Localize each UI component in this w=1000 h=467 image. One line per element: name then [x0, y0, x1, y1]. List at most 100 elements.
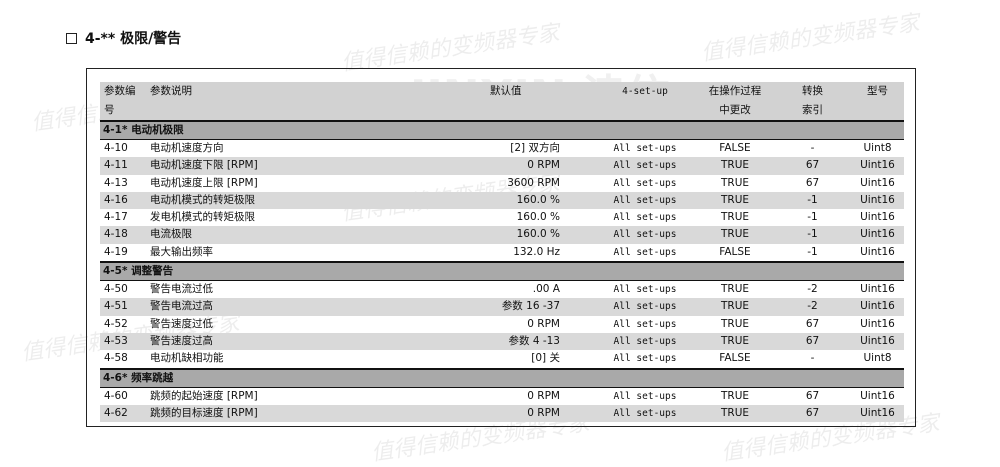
cell-change: FALSE [719, 352, 751, 365]
cell-no: 4-18 [104, 228, 128, 241]
table-row: 4-18 电流极限 160.0 % All set-ups TRUE -1 Uint16 [100, 226, 904, 244]
cell-setup: All set-ups [613, 407, 677, 419]
cell-conv: -1 [807, 228, 818, 241]
cell-default: .00 A [532, 283, 560, 296]
cell-conv: 67 [805, 406, 820, 419]
cell-conv: -1 [807, 211, 818, 224]
cell-desc: 电动机缺相功能 [150, 352, 224, 365]
cell-type: Uint16 [860, 176, 895, 189]
cell-desc: 电动机模式的转矩极限 [150, 193, 255, 206]
cell-default: [2] 双方向 [510, 142, 560, 154]
section-header: 4-6* 频率跳越 [100, 367, 904, 388]
cell-default: 132.0 Hz [513, 245, 560, 258]
cell-setup: All set-ups [613, 229, 677, 241]
cell-change: TRUE [720, 389, 750, 402]
cell-conv: 67 [805, 389, 820, 402]
table-row: 4-10 电动机速度方向 [2] 双方向 All set-ups FALSE - Uint8 [100, 140, 904, 157]
cell-default: 160.0 % [516, 228, 560, 241]
cell-type: Uint16 [860, 317, 895, 330]
cell-conv: - [810, 142, 815, 154]
cell-desc: 警告电流过低 [150, 283, 213, 296]
cell-default: 160.0 % [516, 193, 560, 206]
cell-change: TRUE [720, 317, 750, 330]
cell-no: 4-52 [104, 317, 128, 330]
cell-change: TRUE [720, 176, 750, 189]
cell-type: Uint8 [863, 352, 892, 365]
cell-type: Uint16 [860, 228, 895, 241]
cell-type: Uint16 [860, 211, 895, 224]
cell-no: 4-19 [104, 245, 128, 258]
cell-change: FALSE [719, 245, 751, 258]
cell-setup: All set-ups [613, 194, 677, 206]
page-title: 4-** 极限/警告 [66, 28, 181, 48]
header-no: 参数编 [104, 85, 136, 97]
cell-no: 4-60 [104, 389, 128, 402]
cell-no: 4-62 [104, 406, 128, 419]
cell-default: 参数 4 -13 [508, 334, 560, 347]
cell-desc: 电动机速度方向 [150, 142, 224, 154]
cell-no: 4-53 [104, 334, 128, 347]
table-header: 参数编 号 参数说明 默认值 4-set-up 在操作过程 中更改 转换 索引 … [100, 82, 904, 122]
cell-default: 0 RPM [527, 389, 560, 402]
table-row: 4-52 警告速度过低 0 RPM All set-ups TRUE 67 Uint16 [100, 316, 904, 333]
cell-conv: - [810, 352, 815, 365]
table-row: 4-19 最大输出频率 132.0 Hz All set-ups FALSE -1 Uint… [100, 244, 904, 261]
cell-change: TRUE [720, 211, 750, 224]
cell-no: 4-51 [104, 300, 128, 313]
cell-change: TRUE [720, 283, 750, 296]
header-conv-2: 索引 [802, 104, 823, 116]
cell-setup: All set-ups [613, 318, 677, 330]
cell-default: 参数 16 -37 [501, 300, 560, 313]
cell-default: 160.0 % [516, 211, 560, 224]
cell-setup: All set-ups [613, 246, 677, 258]
cell-setup: All set-ups [613, 143, 677, 154]
cell-change: FALSE [719, 142, 751, 154]
checkbox-square-icon [66, 32, 77, 44]
section-header: 4-5* 调整警告 [100, 261, 904, 282]
cell-change: TRUE [720, 406, 750, 419]
cell-desc: 警告速度过低 [150, 317, 213, 330]
cell-no: 4-17 [104, 211, 128, 224]
cell-setup: All set-ups [613, 353, 677, 365]
cell-no: 4-10 [104, 142, 128, 154]
cell-conv: 67 [805, 176, 820, 189]
cell-type: Uint16 [860, 406, 895, 419]
cell-default: 0 RPM [527, 317, 560, 330]
header-change: 在操作过程 [708, 85, 762, 97]
cell-conv: -2 [807, 283, 818, 296]
cell-setup: All set-ups [613, 301, 677, 313]
table-row: 4-50 警告电流过低 .00 A All set-ups TRUE -2 Uint16 [100, 281, 904, 298]
header-no-2: 号 [104, 104, 115, 116]
table-row: 4-51 警告电流过高 参数 16 -37 All set-ups TRUE -2 Uint… [100, 298, 904, 316]
cell-default: [0] 关 [531, 352, 560, 365]
table-row: 4-53 警告速度过高 参数 4 -13 All set-ups TRUE 67 Uint1… [100, 332, 904, 351]
cell-setup: All set-ups [613, 212, 677, 224]
cell-desc: 跳频的目标速度 [RPM] [150, 406, 258, 419]
cell-type: Uint16 [860, 334, 895, 347]
table-row: 4-16 电动机模式的转矩极限 160.0 % All set-ups TRUE -1 Ui… [100, 191, 904, 210]
header-type: 型号 [867, 85, 888, 97]
table-frame [86, 68, 916, 427]
cell-setup: All set-ups [613, 177, 677, 189]
cell-desc: 跳频的起始速度 [RPM] [150, 389, 258, 402]
watermark: 值得信赖的变频器专家 [699, 10, 922, 67]
table-row: 4-60 跳频的起始速度 [RPM] 0 RPM All set-ups TRUE 67 U… [100, 388, 904, 405]
cell-type: Uint16 [860, 245, 895, 258]
cell-desc: 电动机速度上限 [RPM] [150, 176, 258, 189]
table-row: 4-11 电动机速度下限 [RPM] 0 RPM All set-ups TRUE 67 U… [100, 157, 904, 175]
cell-change: TRUE [720, 334, 750, 347]
cell-desc: 发电机模式的转矩极限 [150, 211, 255, 224]
cell-conv: -1 [807, 245, 818, 258]
cell-default: 0 RPM [527, 406, 560, 419]
cell-no: 4-50 [104, 283, 128, 296]
cell-no: 4-11 [104, 159, 128, 172]
header-desc: 参数说明 [150, 85, 192, 97]
cell-no: 4-13 [104, 176, 128, 189]
cell-default: 0 RPM [527, 159, 560, 172]
cell-setup: All set-ups [613, 284, 677, 296]
cell-default: 3600 RPM [507, 176, 560, 189]
title-text: 4-** 极限/警告 [85, 31, 182, 47]
cell-change: TRUE [720, 159, 750, 172]
cell-desc: 警告电流过高 [150, 300, 213, 313]
table-row: 4-17 发电机模式的转矩极限 160.0 % All set-ups TRUE -1 Ui… [100, 209, 904, 226]
